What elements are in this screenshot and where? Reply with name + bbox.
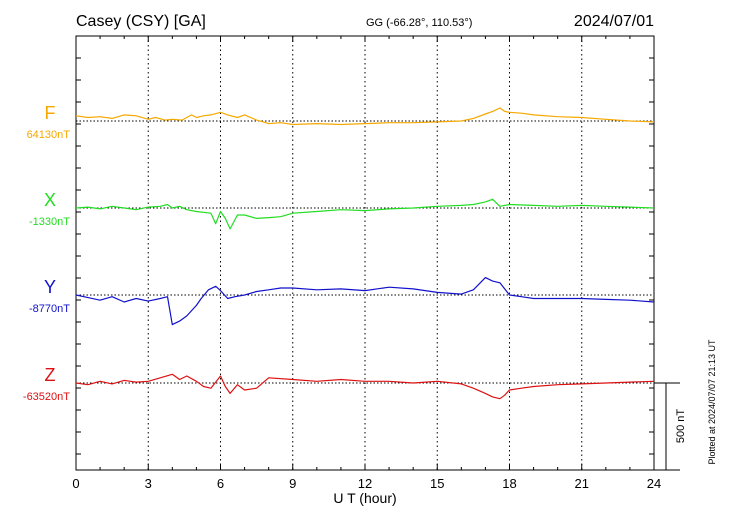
plotted-note: Plotted at 2024/07/07 21:13 UT [707, 339, 717, 465]
plot-date: 2024/07/01 [574, 13, 654, 30]
x-tick-label: 12 [358, 476, 372, 491]
series-baseline-label-x: -1330nT [29, 216, 70, 228]
ticks-layer [75, 36, 655, 470]
x-tick-label: 9 [289, 476, 296, 491]
series-name-z: Z [45, 365, 56, 385]
x-tick-label: 15 [430, 476, 444, 491]
x-tick-label: 24 [647, 476, 661, 491]
series-line-x [75, 198, 655, 230]
labels-layer: 0 3 6 9 12 15 18 21 24 F 64130nT X -1330nT Y -8770nT Z -… [23, 103, 661, 491]
series-layer [75, 107, 655, 400]
x-tick-label: 21 [575, 476, 589, 491]
station-title: Casey (CSY) [GA] [76, 13, 206, 30]
series-baseline-label-f: 64130nT [27, 129, 71, 141]
x-tick-label: 6 [217, 476, 224, 491]
series-line-f [75, 107, 655, 126]
x-tick-label: 18 [502, 476, 516, 491]
series-name-x: X [44, 190, 56, 210]
scale-bar: 500 nT [654, 382, 687, 471]
series-line-z [75, 373, 655, 400]
x-axis-label: U T (hour) [333, 490, 396, 506]
series-name-y: Y [44, 277, 56, 297]
x-tick-label: 3 [145, 476, 152, 491]
station-coords: GG (-66.28°, 110.53°) [366, 17, 472, 29]
series-baseline-label-z: -63520nT [23, 391, 70, 403]
scale-bar-label: 500 nT [675, 409, 687, 444]
series-baseline-label-y: -8770nT [29, 303, 70, 315]
grid-layer [147, 36, 583, 470]
series-name-f: F [45, 103, 56, 123]
series-line-y [75, 277, 655, 326]
x-tick-label: 0 [72, 476, 79, 491]
